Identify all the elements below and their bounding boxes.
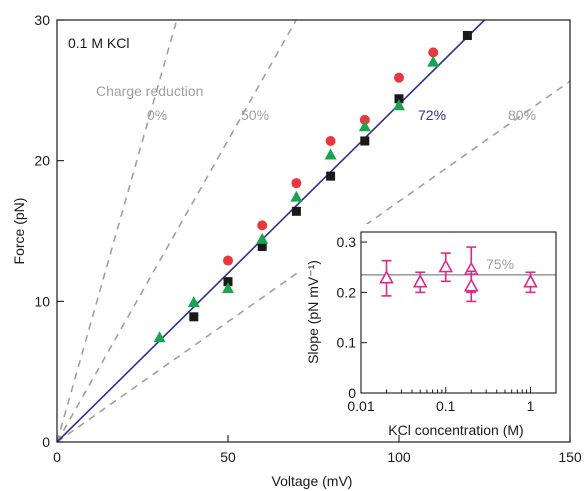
- y-tick-label: 10: [34, 293, 50, 309]
- inset-x-tick-label: 0.01: [347, 398, 374, 414]
- x-tick-label: 0: [53, 449, 61, 465]
- data-point-triangle: [290, 190, 303, 202]
- plot-frame: [56, 19, 571, 443]
- fit-line: [57, 20, 486, 442]
- data-point-triangle: [187, 296, 200, 308]
- data-point-triangle: [393, 99, 405, 111]
- y-tick-label: 0: [42, 434, 50, 450]
- data-point-square: [189, 312, 199, 322]
- ref-label-50: 50%: [241, 107, 269, 123]
- y-tick-label: 30: [34, 12, 50, 28]
- data-point-circle: [359, 114, 370, 125]
- data-points: [153, 30, 472, 343]
- fit-line-group: [57, 20, 486, 442]
- inset-data-point-open-triangle: [412, 274, 428, 288]
- fit-line-label: 72%: [418, 107, 446, 123]
- corner-label: 0.1 M KCl: [68, 35, 129, 51]
- inset-x-axis-label: KCl concentration (M): [388, 422, 523, 438]
- inset-background: [301, 224, 563, 422]
- inset-data-point-open-triangle: [523, 274, 538, 288]
- data-point-square: [462, 30, 472, 40]
- data-point-triangle: [358, 120, 371, 132]
- data-point-square: [257, 241, 267, 251]
- data-point-triangle: [153, 331, 166, 343]
- ref-label-80: 80%: [508, 107, 536, 123]
- data-point-square: [326, 171, 336, 181]
- data-point-circle: [223, 255, 233, 266]
- y-axis-label: Force (pN): [11, 198, 27, 265]
- data-point-circle: [428, 47, 439, 58]
- x-tick-label: 50: [220, 449, 236, 465]
- data-point-circle: [394, 72, 404, 83]
- data-point-circle: [325, 135, 336, 146]
- inset-y-tick-label: 0.3: [337, 234, 357, 250]
- data-point-triangle: [222, 282, 234, 294]
- data-point-triangle: [324, 148, 337, 160]
- inset-data-point-open-triangle: [379, 270, 394, 284]
- inset-y-tick-label: 0.2: [337, 284, 357, 300]
- data-point-square: [291, 206, 301, 216]
- inset-y-tick-label: 0.1: [337, 335, 357, 351]
- charge-reduction-heading: Charge reduction: [96, 83, 203, 99]
- inset-x-tick-label: 0.1: [436, 398, 456, 414]
- inset-data-point-open-triangle: [438, 258, 454, 273]
- inset-data-points: [379, 246, 538, 303]
- inset-data-point-open-triangle: [463, 278, 479, 292]
- inset-chart: 0.01 0.1 1 0 0.1 0.2 0.3 75% KCl concentration…: [301, 224, 563, 438]
- inset-reference-label: 75%: [486, 256, 514, 272]
- inset-axis-ticks: 0.01 0.1 1 0 0.1 0.2 0.3: [337, 234, 557, 414]
- ref-label-0: 0%: [147, 107, 167, 123]
- data-point-square: [360, 136, 370, 146]
- data-point-triangle: [427, 55, 440, 67]
- reference-line: [57, 20, 298, 442]
- inset-x-tick-label: 1: [527, 398, 535, 414]
- inset-frame: [360, 231, 557, 394]
- x-tick-label: 100: [387, 449, 411, 465]
- data-point-triangle: [256, 232, 269, 244]
- x-axis-label: Voltage (mV): [272, 473, 353, 489]
- reference-line: [57, 20, 178, 442]
- x-tick-label: 150: [558, 449, 582, 465]
- inset-y-axis-label: Slope (pN mV⁻¹): [305, 260, 321, 364]
- inset-y-tick-label: 0: [348, 385, 356, 401]
- data-point-square: [223, 277, 233, 287]
- data-point-circle: [291, 178, 302, 189]
- data-point-square: [394, 94, 404, 104]
- y-tick-label: 20: [34, 153, 50, 169]
- data-point-circle: [257, 220, 268, 231]
